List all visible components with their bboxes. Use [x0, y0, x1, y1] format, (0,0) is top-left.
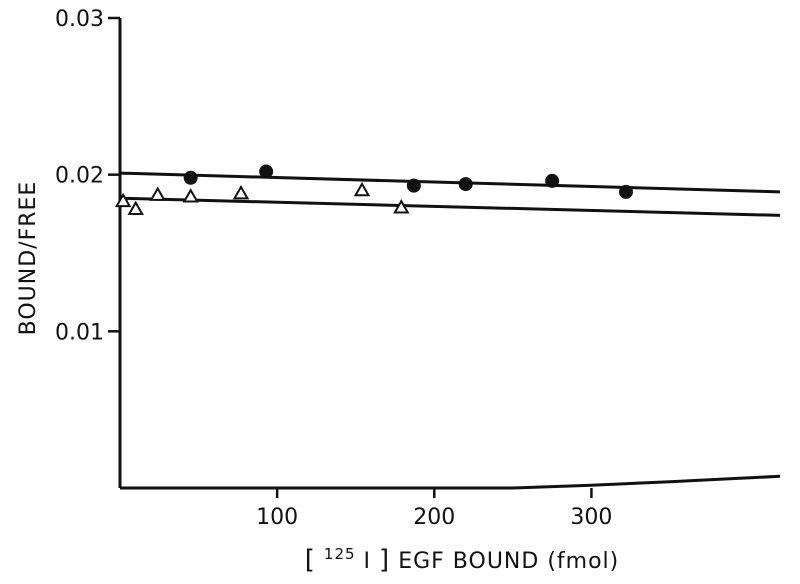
- filled-circle-point: [259, 164, 274, 179]
- data-points: [114, 164, 633, 216]
- open-triangle-point: [149, 186, 166, 201]
- y-tick-label: 0.02: [55, 164, 104, 189]
- x-axis-title-bracket-close: ]: [379, 545, 390, 575]
- x-axis-title-rest: EGF BOUND (fmol): [398, 549, 619, 574]
- axes: [108, 16, 781, 498]
- filled-circle-point: [545, 173, 560, 188]
- fit-line-1: [119, 171, 781, 194]
- open-triangle-point: [232, 184, 250, 200]
- y-tick-label: 0.01: [55, 320, 104, 345]
- open-triangle-point: [182, 188, 199, 203]
- open-triangle-point: [114, 192, 132, 208]
- x-axis-title-element: I: [364, 549, 372, 574]
- filled-circle-point: [619, 184, 633, 199]
- fit-lines: [119, 171, 781, 217]
- x-axis-title: [ 125 I ] EGF BOUND (fmol): [305, 540, 619, 575]
- y-axis-title: BOUND/FREE: [16, 181, 41, 336]
- x-axis-baseline: [120, 474, 781, 490]
- x-tick-label: 300: [570, 505, 612, 530]
- y-tick-label: 0.03: [55, 7, 104, 32]
- x-tick-label: 200: [413, 505, 455, 530]
- open-triangle-point: [393, 199, 410, 214]
- filled-circle-point: [183, 170, 198, 185]
- x-axis-title-superscript: 125: [324, 545, 356, 563]
- x-axis-title-bracket-open: [: [305, 545, 316, 575]
- x-tick-label: 100: [256, 505, 298, 530]
- open-triangle-point: [353, 181, 371, 197]
- open-triangle-point: [127, 200, 144, 216]
- filled-circle-point: [458, 177, 473, 192]
- tick-labels: 0.01 0.02 0.03 100 200 300: [55, 7, 612, 530]
- filled-circle-point: [406, 178, 421, 193]
- fit-line-2: [119, 196, 781, 217]
